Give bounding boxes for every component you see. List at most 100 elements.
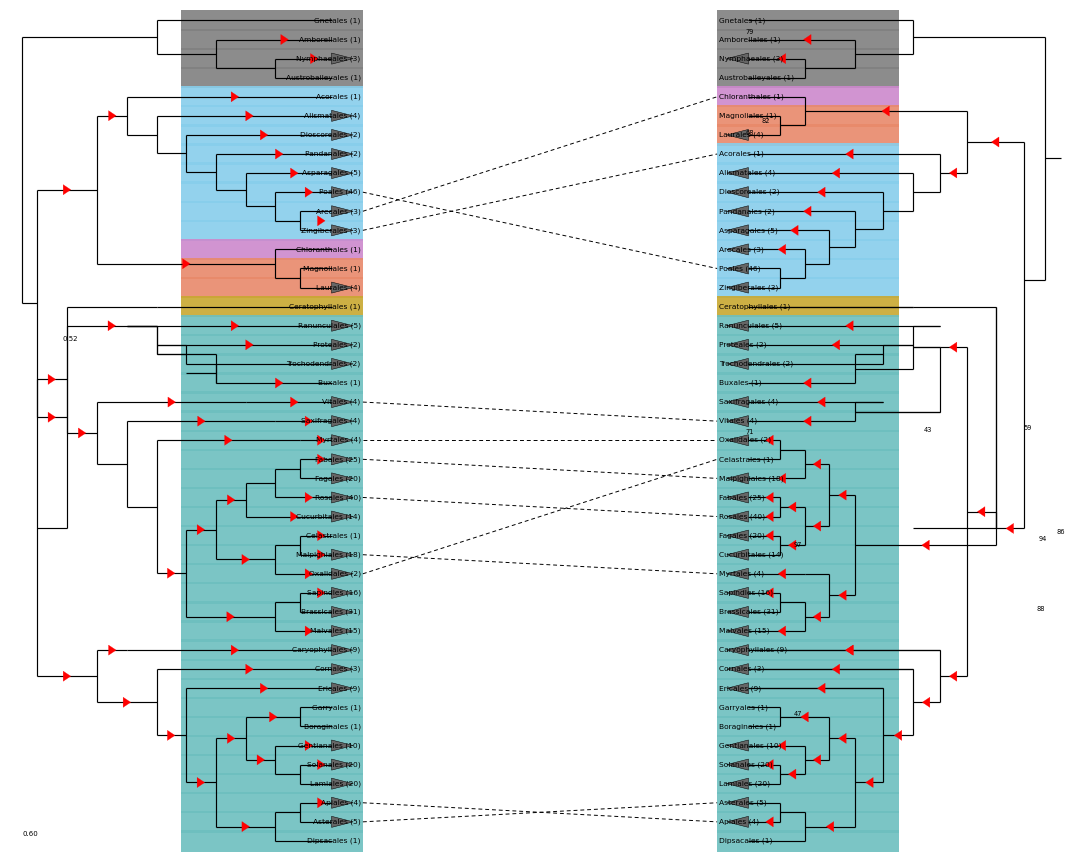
Polygon shape xyxy=(727,645,748,656)
FancyBboxPatch shape xyxy=(717,239,899,260)
Polygon shape xyxy=(167,568,175,579)
Text: 94: 94 xyxy=(1039,536,1048,543)
FancyBboxPatch shape xyxy=(717,429,899,451)
Polygon shape xyxy=(332,205,353,216)
FancyBboxPatch shape xyxy=(717,354,899,375)
Text: Boraginales (1): Boraginales (1) xyxy=(719,723,777,729)
Text: 82: 82 xyxy=(761,118,770,124)
Text: Fagales (20): Fagales (20) xyxy=(315,475,361,481)
Text: 97: 97 xyxy=(794,542,802,549)
Polygon shape xyxy=(766,492,773,503)
Polygon shape xyxy=(48,412,56,423)
Text: Cornales (3): Cornales (3) xyxy=(719,666,765,672)
Polygon shape xyxy=(839,590,847,601)
Polygon shape xyxy=(332,454,353,465)
FancyBboxPatch shape xyxy=(717,486,899,508)
Polygon shape xyxy=(882,106,890,116)
FancyBboxPatch shape xyxy=(181,792,363,814)
Text: Arecales (3): Arecales (3) xyxy=(719,246,765,253)
FancyBboxPatch shape xyxy=(717,677,899,699)
Polygon shape xyxy=(832,168,839,178)
Text: Ranunculales (5): Ranunculales (5) xyxy=(298,323,361,329)
Polygon shape xyxy=(788,540,796,550)
Polygon shape xyxy=(197,525,205,535)
Polygon shape xyxy=(727,225,748,236)
Text: Brassicales (31): Brassicales (31) xyxy=(719,608,779,615)
Text: Alismatales (4): Alismatales (4) xyxy=(305,112,361,119)
Polygon shape xyxy=(766,435,773,446)
Polygon shape xyxy=(727,816,748,827)
Polygon shape xyxy=(727,740,748,751)
Polygon shape xyxy=(727,607,748,618)
Polygon shape xyxy=(727,511,748,522)
FancyBboxPatch shape xyxy=(717,716,899,737)
FancyBboxPatch shape xyxy=(181,716,363,737)
FancyBboxPatch shape xyxy=(717,697,899,718)
Text: Asterales (5): Asterales (5) xyxy=(719,799,767,806)
Text: Dipsacales (1): Dipsacales (1) xyxy=(307,838,361,844)
Polygon shape xyxy=(332,435,353,446)
Polygon shape xyxy=(291,168,298,178)
FancyBboxPatch shape xyxy=(181,620,363,642)
Polygon shape xyxy=(727,168,748,179)
FancyBboxPatch shape xyxy=(181,220,363,241)
Polygon shape xyxy=(727,244,748,255)
FancyBboxPatch shape xyxy=(181,563,363,584)
Polygon shape xyxy=(922,697,930,707)
Polygon shape xyxy=(231,92,239,102)
Text: Proteales (2): Proteales (2) xyxy=(719,342,767,348)
Polygon shape xyxy=(727,759,748,770)
Polygon shape xyxy=(727,473,748,484)
Text: Asparagales (5): Asparagales (5) xyxy=(719,227,779,233)
Polygon shape xyxy=(318,216,325,226)
FancyBboxPatch shape xyxy=(181,773,363,794)
Text: 88: 88 xyxy=(1037,606,1045,613)
Polygon shape xyxy=(306,569,313,579)
Text: Poales (46): Poales (46) xyxy=(319,189,361,195)
Polygon shape xyxy=(778,54,785,64)
Text: Trochodendrales (2): Trochodendrales (2) xyxy=(719,360,794,367)
Text: Rosales (40): Rosales (40) xyxy=(314,494,361,501)
Polygon shape xyxy=(766,759,773,769)
Polygon shape xyxy=(788,769,796,780)
Polygon shape xyxy=(727,664,748,675)
Polygon shape xyxy=(332,664,353,675)
Polygon shape xyxy=(727,587,748,598)
FancyBboxPatch shape xyxy=(181,163,363,184)
FancyBboxPatch shape xyxy=(181,602,363,623)
FancyBboxPatch shape xyxy=(717,200,899,222)
Text: Sapindles (16): Sapindles (16) xyxy=(307,590,361,596)
Polygon shape xyxy=(228,734,235,744)
Polygon shape xyxy=(260,683,268,694)
Text: Oxalidales (2): Oxalidales (2) xyxy=(309,571,361,577)
Polygon shape xyxy=(198,416,205,426)
Polygon shape xyxy=(727,282,748,293)
Text: Sapindles (16): Sapindles (16) xyxy=(719,590,773,596)
Polygon shape xyxy=(332,778,353,789)
Text: Dioscoreales (2): Dioscoreales (2) xyxy=(300,132,361,138)
Text: Ericales (9): Ericales (9) xyxy=(319,685,361,692)
Polygon shape xyxy=(227,612,234,622)
Text: Cucurbitales (14): Cucurbitales (14) xyxy=(296,513,361,520)
Polygon shape xyxy=(306,187,313,198)
Polygon shape xyxy=(727,359,748,370)
Polygon shape xyxy=(332,607,353,618)
Polygon shape xyxy=(766,531,773,541)
FancyBboxPatch shape xyxy=(181,258,363,279)
Text: Fabales (25): Fabales (25) xyxy=(315,456,361,463)
Text: Cornales (3): Cornales (3) xyxy=(315,666,361,672)
Polygon shape xyxy=(275,378,283,388)
Text: Magnoliales (1): Magnoliales (1) xyxy=(719,112,777,119)
FancyBboxPatch shape xyxy=(717,468,899,489)
Polygon shape xyxy=(332,359,353,370)
Text: Fabales (25): Fabales (25) xyxy=(719,494,765,501)
Polygon shape xyxy=(727,625,748,636)
FancyBboxPatch shape xyxy=(181,239,363,260)
Polygon shape xyxy=(168,397,175,407)
FancyBboxPatch shape xyxy=(717,372,899,394)
Polygon shape xyxy=(332,625,353,636)
Polygon shape xyxy=(332,339,353,350)
Text: Garryales (1): Garryales (1) xyxy=(312,704,361,711)
Polygon shape xyxy=(332,416,353,427)
Polygon shape xyxy=(257,755,265,765)
